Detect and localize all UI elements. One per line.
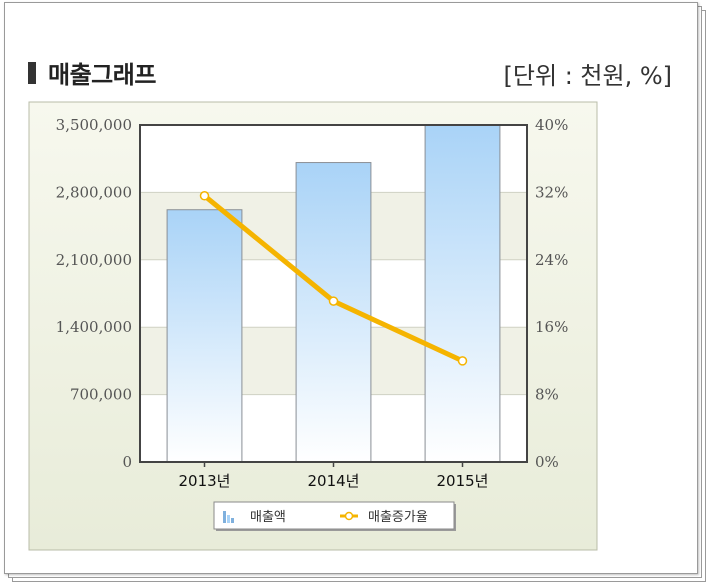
left-tick-label: 0 <box>122 453 132 471</box>
growth-rate-point-2013년 <box>199 191 210 201</box>
title-marker-icon <box>28 62 36 84</box>
left-tick-label: 2,100,000 <box>56 251 132 269</box>
growth-rate-point-2015년 <box>457 356 468 366</box>
left-tick-label: 3,500,000 <box>56 116 132 134</box>
right-tick-label: 32% <box>535 183 568 201</box>
legend-label-growth: 매출증가율 <box>368 510 428 525</box>
left-tick-label: 1,400,000 <box>56 318 132 336</box>
right-tick-label: 8% <box>535 386 559 404</box>
page-title: 매출그래프 <box>48 61 156 89</box>
legend-label-sales: 매출액 <box>250 510 286 525</box>
x-tick-label: 2015년 <box>437 472 489 490</box>
bar-legend-icon <box>223 511 234 523</box>
growth-rate-point-2014년 <box>328 296 339 306</box>
right-tick-label: 40% <box>535 116 568 134</box>
right-tick-label: 0% <box>535 453 559 471</box>
legend-box <box>213 501 455 530</box>
right-tick-label: 16% <box>535 318 568 336</box>
bar-2015년 <box>424 124 501 463</box>
left-tick-label: 2,800,000 <box>56 183 132 201</box>
unit-label: [단위 : 천원, %] <box>503 62 672 90</box>
bar-2013년 <box>166 209 243 463</box>
right-tick-label: 24% <box>535 251 568 269</box>
x-tick-label: 2013년 <box>179 472 231 490</box>
x-tick-label: 2014년 <box>308 472 360 490</box>
line-legend-icon <box>340 511 358 521</box>
left-tick-label: 700,000 <box>70 386 132 404</box>
